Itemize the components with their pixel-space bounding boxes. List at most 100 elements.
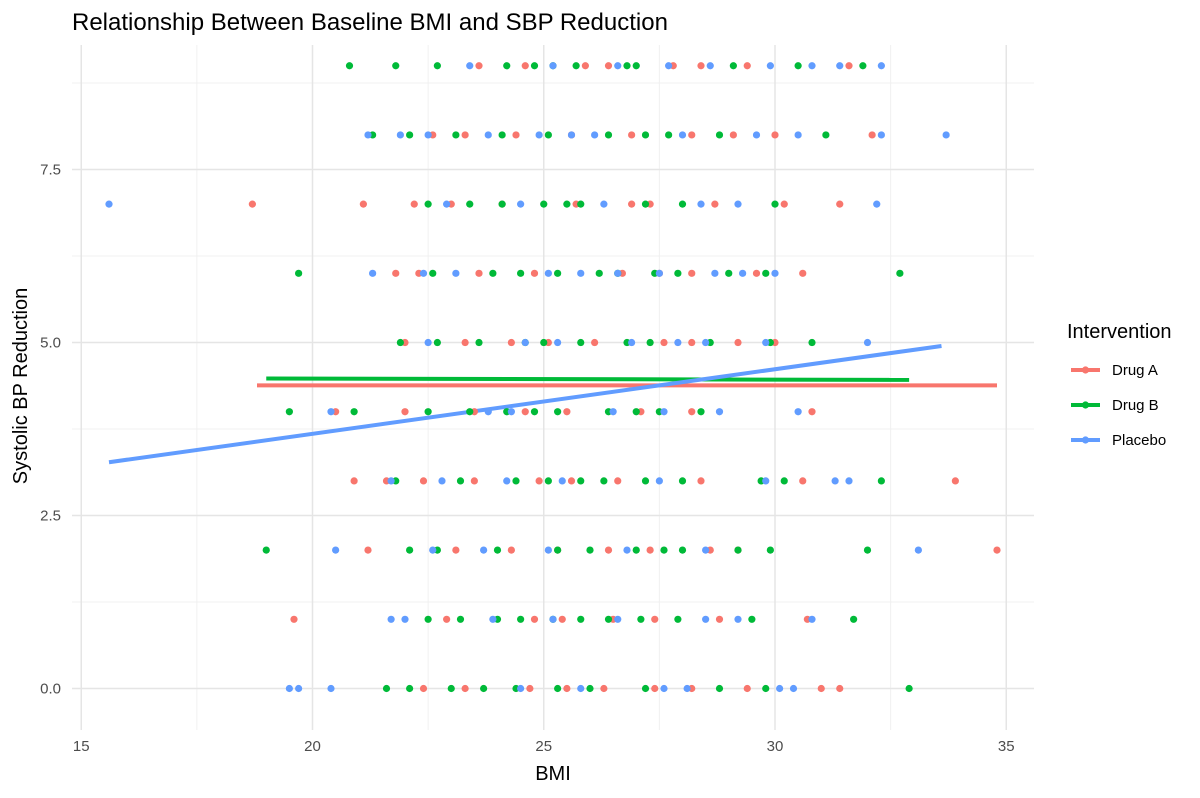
data-point xyxy=(530,408,539,416)
data-point xyxy=(392,269,400,277)
data-point xyxy=(674,615,682,623)
data-point xyxy=(762,269,770,277)
data-point xyxy=(521,338,529,347)
data-point xyxy=(808,338,816,347)
data-point xyxy=(577,200,585,208)
data-point xyxy=(443,200,451,208)
data-point xyxy=(507,546,515,554)
data-point xyxy=(604,62,613,70)
data-point xyxy=(577,269,585,277)
data-point xyxy=(674,269,682,277)
data-point xyxy=(572,62,580,70)
data-point xyxy=(295,684,303,693)
data-point xyxy=(290,615,298,623)
data-point xyxy=(665,62,673,70)
data-point xyxy=(799,477,807,485)
data-point xyxy=(850,615,858,623)
data-point xyxy=(688,269,696,277)
data-point xyxy=(401,408,409,416)
data-point xyxy=(646,338,654,347)
x-tick-label: 25 xyxy=(535,738,552,755)
data-point xyxy=(623,546,631,554)
data-point xyxy=(586,546,594,554)
data-point xyxy=(780,477,788,485)
data-point xyxy=(540,200,548,208)
data-point xyxy=(558,477,566,485)
data-point xyxy=(285,684,293,693)
data-point xyxy=(688,408,696,416)
data-point xyxy=(248,200,256,208)
data-point xyxy=(660,338,668,347)
data-point xyxy=(715,615,724,623)
axes: 15 20 25 30 35 0.0 2.5 5.0 7.5 xyxy=(40,162,1014,755)
data-point xyxy=(364,546,372,554)
data-point xyxy=(484,408,492,416)
data-point xyxy=(794,62,802,70)
data-point xyxy=(660,546,668,554)
data-point xyxy=(614,477,622,485)
data-point xyxy=(780,200,788,208)
data-point xyxy=(766,62,774,70)
data-point xyxy=(549,62,557,70)
data-point xyxy=(419,477,428,485)
data-point xyxy=(628,200,636,208)
data-point xyxy=(942,131,950,139)
data-point xyxy=(660,408,668,416)
data-point xyxy=(554,269,562,277)
legend-swatch-point xyxy=(1081,401,1090,409)
data-point xyxy=(359,200,367,208)
data-point xyxy=(799,269,807,277)
data-point xyxy=(466,408,474,416)
data-point xyxy=(665,131,673,139)
y-tick-label: 2.5 xyxy=(40,508,61,525)
data-point xyxy=(489,615,497,623)
data-point xyxy=(392,62,400,70)
data-point xyxy=(734,615,742,623)
data-point xyxy=(646,546,654,554)
chart-title: Relationship Between Baseline BMI and SB… xyxy=(72,9,668,36)
data-point xyxy=(678,131,687,139)
data-point xyxy=(993,546,1001,554)
data-point xyxy=(480,546,488,554)
data-point xyxy=(419,684,428,693)
data-points xyxy=(105,62,1001,693)
data-point xyxy=(752,269,761,277)
data-point xyxy=(517,200,525,208)
data-point xyxy=(285,408,293,416)
data-point xyxy=(604,546,613,554)
data-point xyxy=(877,62,885,70)
data-point xyxy=(489,269,497,277)
data-point xyxy=(433,62,441,70)
data-point xyxy=(614,62,622,70)
data-point xyxy=(433,338,441,347)
data-point xyxy=(743,62,751,70)
data-point xyxy=(859,62,867,70)
data-point xyxy=(822,131,830,139)
y-tick-label: 5.0 xyxy=(40,335,61,352)
data-point xyxy=(678,200,687,208)
data-point xyxy=(762,477,770,485)
legend-swatch-point xyxy=(1081,366,1090,374)
data-point xyxy=(345,62,354,70)
data-point xyxy=(591,338,599,347)
data-point xyxy=(595,269,603,277)
data-point xyxy=(743,684,751,693)
data-point xyxy=(475,269,483,277)
data-point xyxy=(863,338,872,347)
data-point xyxy=(438,477,446,485)
data-point xyxy=(369,269,377,277)
data-point xyxy=(540,338,548,347)
data-point xyxy=(424,338,432,347)
data-point xyxy=(396,338,404,347)
data-point xyxy=(725,269,733,277)
data-point xyxy=(577,338,585,347)
data-point xyxy=(641,131,650,139)
data-point xyxy=(678,546,687,554)
data-point xyxy=(558,615,566,623)
data-point xyxy=(544,546,552,554)
data-point xyxy=(456,477,465,485)
data-point xyxy=(609,408,617,416)
legend-items: Drug A Drug B Placebo xyxy=(1071,362,1166,449)
data-point xyxy=(410,200,418,208)
